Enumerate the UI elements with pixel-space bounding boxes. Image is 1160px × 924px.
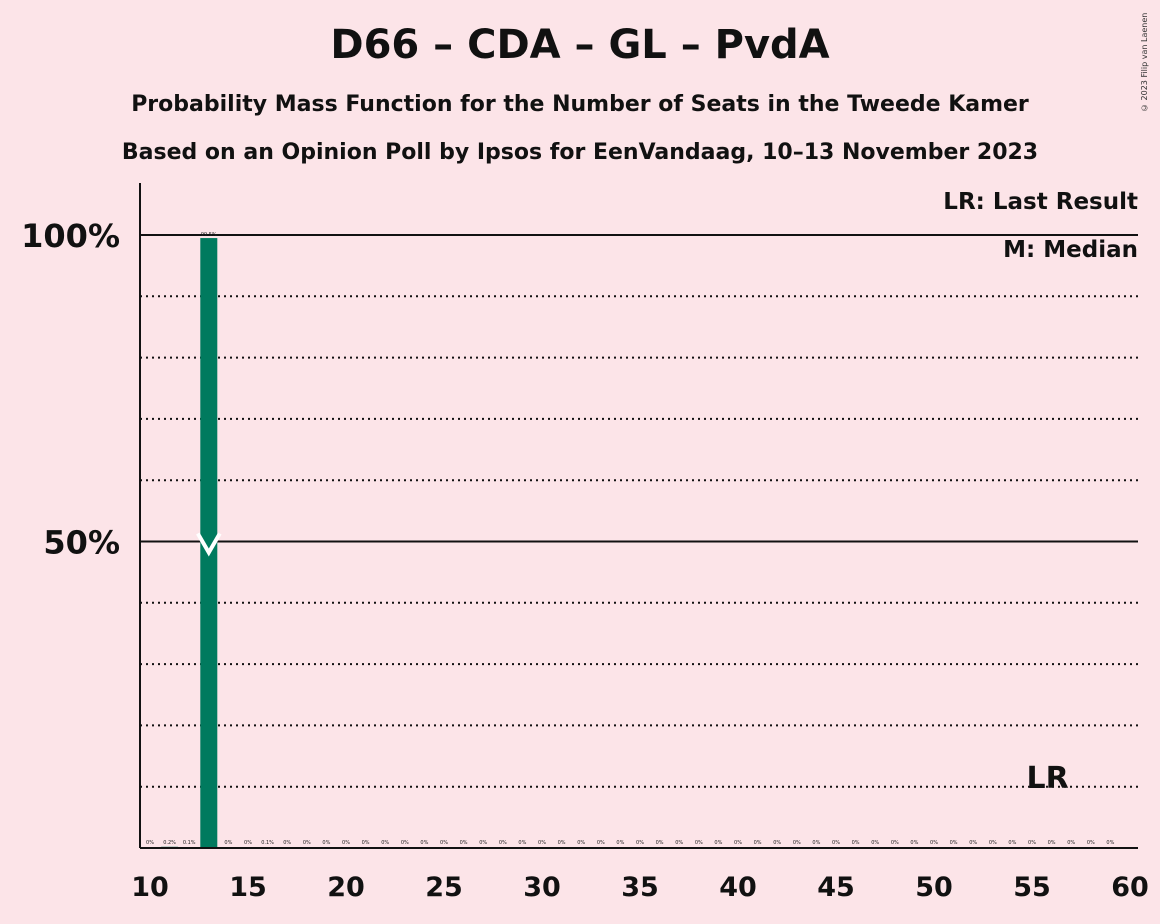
- bar-value-label: 0%: [793, 840, 801, 846]
- legend-last-result: LR: Last Result: [943, 189, 1138, 215]
- bar-value-label: 0%: [244, 840, 252, 846]
- bar-value-label: 0%: [558, 840, 566, 846]
- legend-median: M: Median: [1003, 237, 1138, 263]
- bar-value-label: 0%: [322, 840, 330, 846]
- x-tick-label: 15: [229, 872, 267, 903]
- bar-value-label: 0%: [538, 840, 546, 846]
- bar-value-label: 0%: [342, 840, 350, 846]
- bar-value-label: 0.1%: [183, 840, 196, 846]
- bar-value-label: 0%: [1048, 840, 1056, 846]
- median-marker: [196, 532, 222, 557]
- bar-value-label: 0%: [479, 840, 487, 846]
- bar-value-label: 0%: [401, 840, 409, 846]
- x-tick-label: 10: [131, 872, 169, 903]
- bar-value-label: 99.5%: [201, 232, 217, 238]
- bar-value-label: 0%: [675, 840, 683, 846]
- bar: [200, 238, 218, 848]
- chart-subtitle: Probability Mass Function for the Number…: [131, 92, 1029, 117]
- x-tick-label: 60: [1111, 872, 1149, 903]
- x-tick-label: 50: [915, 872, 953, 903]
- bars: [161, 238, 277, 848]
- bar-value-label: 0%: [754, 840, 762, 846]
- bar-value-label: 0%: [499, 840, 507, 846]
- bar-value-label: 0%: [460, 840, 468, 846]
- bar-value-label: 0%: [283, 840, 291, 846]
- x-tick-label: 35: [621, 872, 659, 903]
- bar-value-label: 0%: [636, 840, 644, 846]
- axes: [139, 183, 1138, 849]
- bar-value-label: 0%: [518, 840, 526, 846]
- bar-value-label: 0%: [440, 840, 448, 846]
- chart-source: Based on an Opinion Poll by Ipsos for Ee…: [121, 140, 1039, 165]
- bar-value-label: 0%: [146, 840, 154, 846]
- bar-value-label: 0%: [930, 840, 938, 846]
- bar-value-label: 0%: [871, 840, 879, 846]
- bar-value-label: 0%: [832, 840, 840, 846]
- markers: LR: [196, 532, 1069, 796]
- bar-value-label: 0%: [1106, 840, 1114, 846]
- last-result-marker: LR: [1026, 761, 1068, 796]
- chart-title: D66 – CDA – GL – PvdA: [330, 22, 830, 68]
- bar-labels: 0% 0.2% 0.1% 99.5% 0% 0% 0.1% 0% 0% 0% 0% 0% 0% 0% 0% 0…: [146, 232, 1115, 846]
- y-tick-labels: 50% 100%: [21, 217, 120, 562]
- bar-value-label: 0.1%: [261, 840, 274, 846]
- bar-value-label: 0%: [577, 840, 585, 846]
- bar-value-label: 0%: [381, 840, 389, 846]
- bar-value-label: 0%: [714, 840, 722, 846]
- bar-value-label: 0%: [616, 840, 624, 846]
- y-tick-label: 100%: [21, 217, 120, 255]
- bar-value-label: 0%: [989, 840, 997, 846]
- bar-value-label: 0%: [362, 840, 370, 846]
- bar-value-label: 0%: [950, 840, 958, 846]
- bar-value-label: 0%: [420, 840, 428, 846]
- bar-value-label: 0%: [1008, 840, 1016, 846]
- bar-value-label: 0%: [303, 840, 311, 846]
- bar-value-label: 0%: [734, 840, 742, 846]
- y-tick-label: 50%: [43, 524, 120, 562]
- bar-value-label: 0%: [773, 840, 781, 846]
- x-tick-label: 30: [523, 872, 561, 903]
- bar-value-label: 0%: [969, 840, 977, 846]
- bar-value-label: 0%: [1028, 840, 1036, 846]
- bar-value-label: 0%: [695, 840, 703, 846]
- bar-value-label: 0%: [224, 840, 232, 846]
- x-tick-label: 40: [719, 872, 757, 903]
- bar-value-label: 0%: [1087, 840, 1095, 846]
- bar-value-label: 0%: [891, 840, 899, 846]
- bar-value-label: 0%: [1067, 840, 1075, 846]
- x-tick-label: 25: [425, 872, 463, 903]
- x-tick-label: 20: [327, 872, 365, 903]
- bar-value-label: 0%: [597, 840, 605, 846]
- bar-value-label: 0.2%: [163, 840, 176, 846]
- x-tick-label: 45: [817, 872, 855, 903]
- bar-value-label: 0%: [910, 840, 918, 846]
- bar-value-label: 0%: [656, 840, 664, 846]
- bar-value-label: 0%: [812, 840, 820, 846]
- x-tick-labels: 10 15 20 25 30 35 40 45 50 55 60: [131, 872, 1149, 903]
- bar-value-label: 0%: [852, 840, 860, 846]
- grid-lines: [140, 234, 1138, 788]
- x-tick-label: 55: [1013, 872, 1051, 903]
